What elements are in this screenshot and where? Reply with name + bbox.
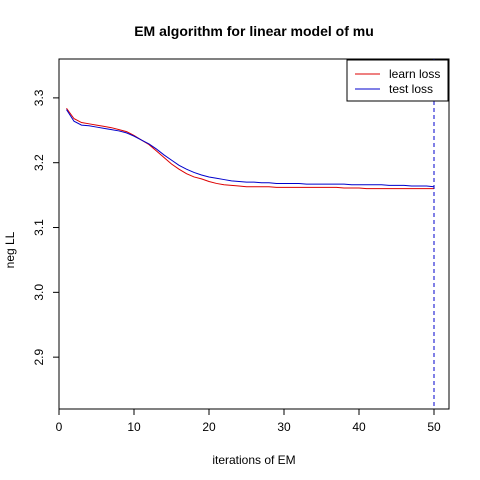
series-line-test-loss	[66, 109, 435, 188]
legend-box	[346, 59, 449, 102]
plot-frame	[58, 58, 450, 410]
legend-entry-test-loss: test loss	[389, 82, 433, 96]
x-axis: 0 10 20 30 40 50	[56, 408, 441, 434]
y-tick-label: 3.3	[32, 89, 46, 106]
legend-entry-learn-loss: learn loss	[389, 67, 440, 81]
x-axis-label: iterations of EM	[212, 453, 295, 467]
y-axis: 2.9 3.0 3.1 3.2 3.3	[32, 89, 60, 365]
x-tick-label: 40	[352, 420, 366, 434]
series-line-learn-loss	[66, 107, 434, 190]
y-tick-label: 3.0	[32, 284, 46, 301]
series-layer	[66, 59, 435, 409]
x-tick-label: 0	[56, 420, 63, 434]
x-tick-label: 10	[127, 420, 141, 434]
y-tick-label: 2.9	[32, 348, 46, 365]
x-tick-label: 50	[427, 420, 441, 434]
x-tick-label: 30	[277, 420, 291, 434]
legend: learn loss test loss	[346, 59, 449, 102]
x-tick-label: 20	[202, 420, 216, 434]
y-axis-label: neg LL	[3, 231, 17, 268]
y-tick-label: 3.2	[32, 154, 46, 171]
chart-title: EM algorithm for linear model of mu	[134, 23, 374, 39]
y-tick-label: 3.1	[32, 219, 46, 236]
